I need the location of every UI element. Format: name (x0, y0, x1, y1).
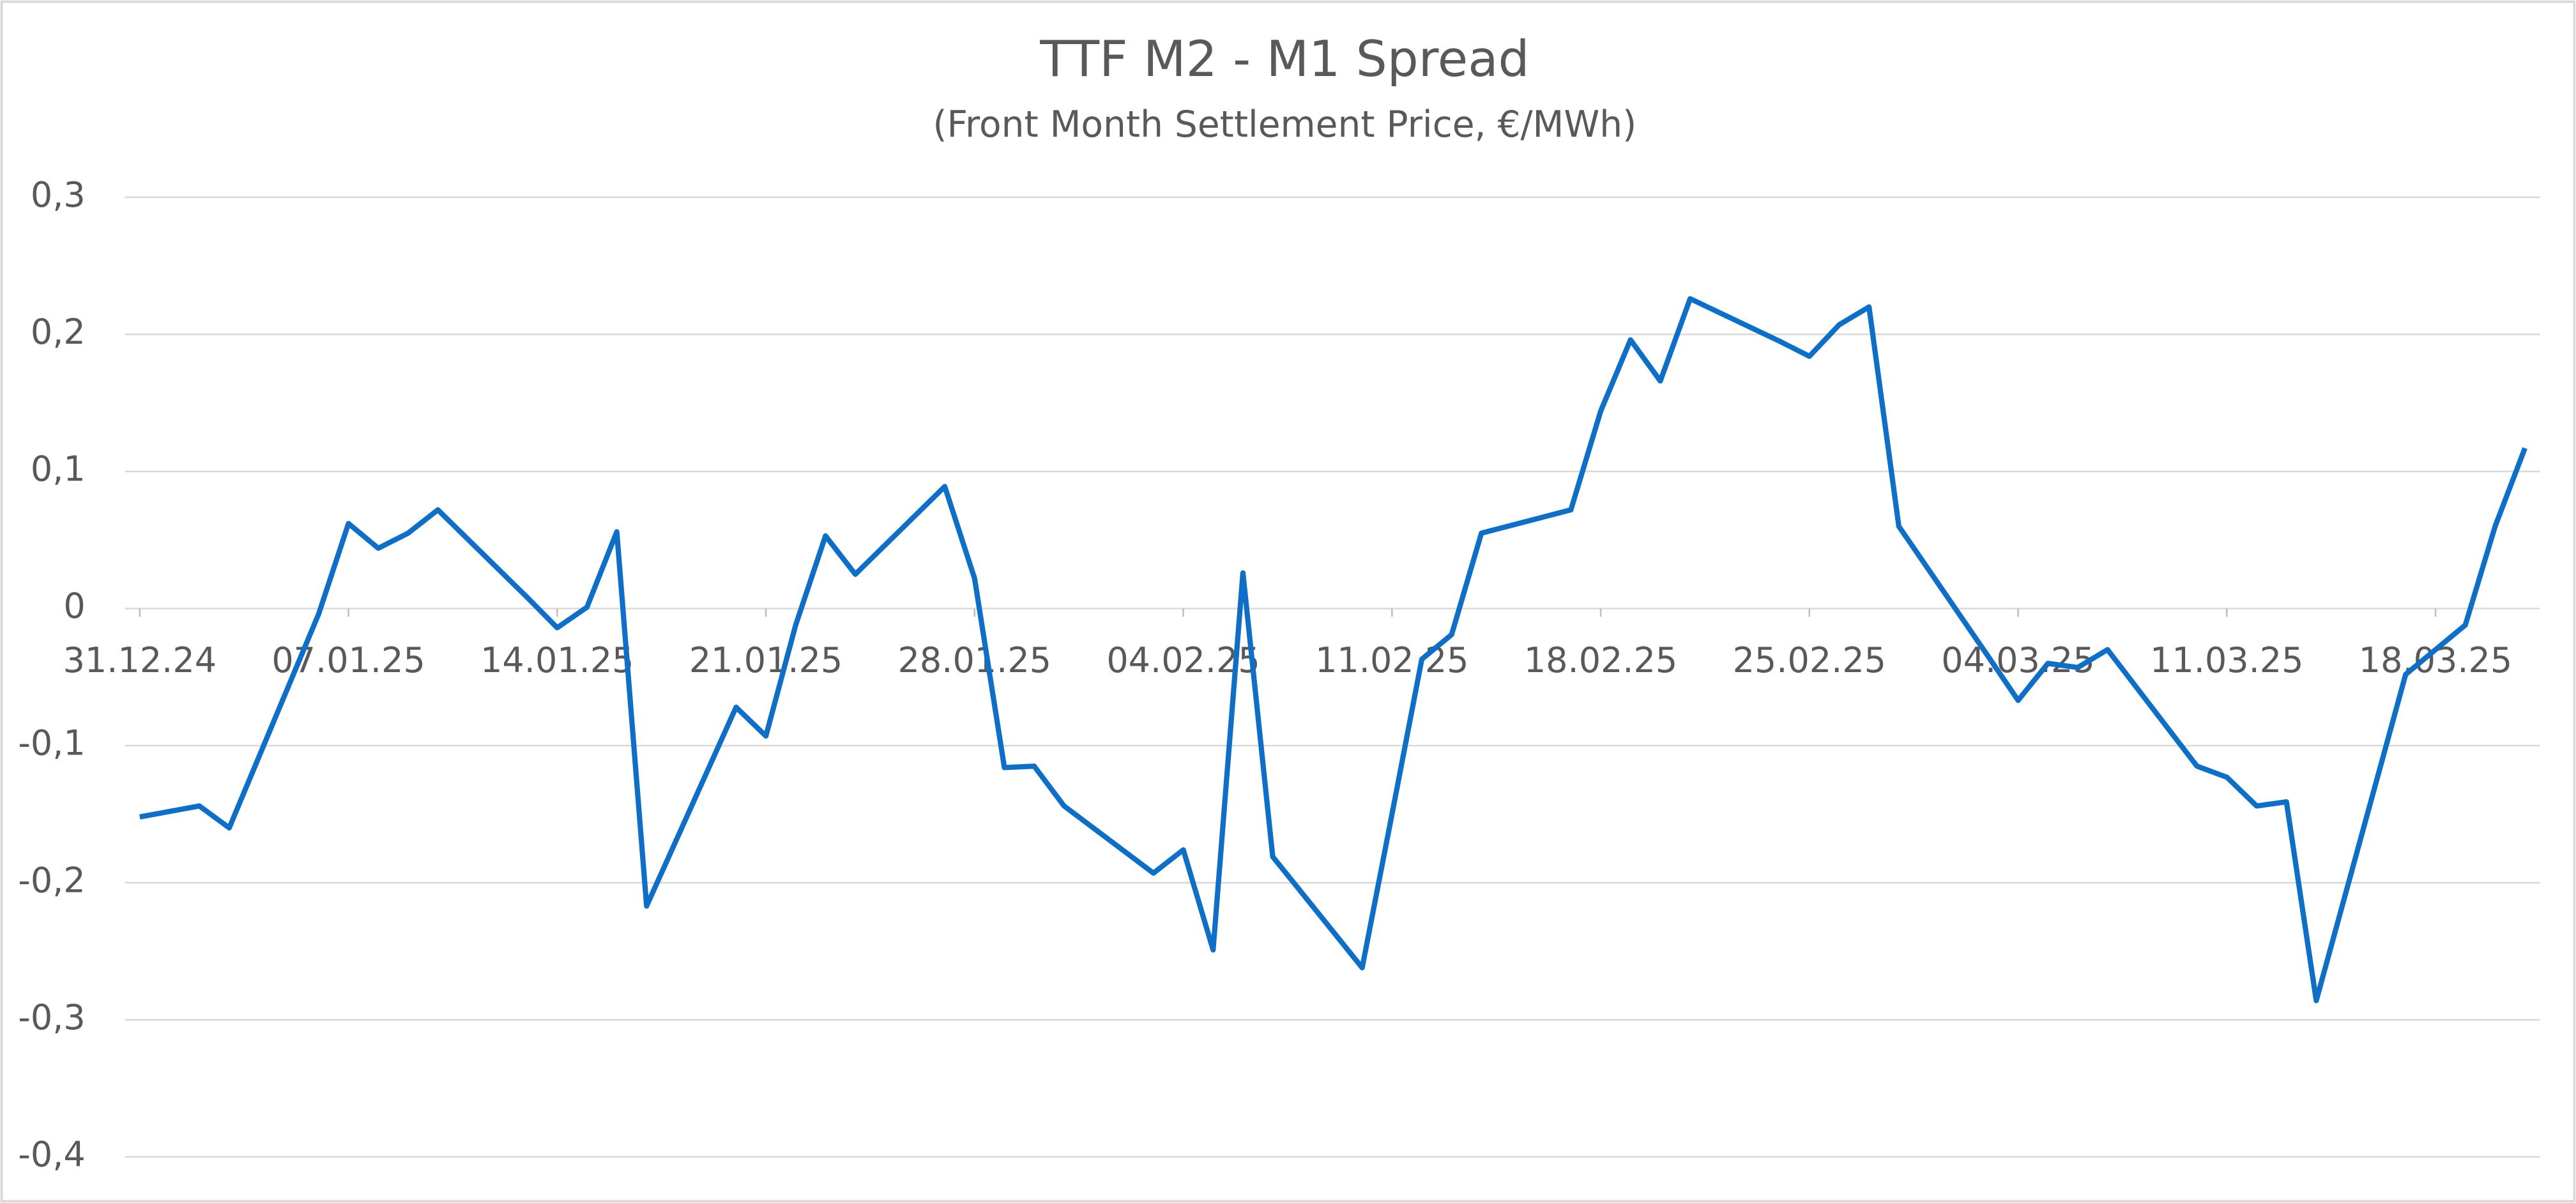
y-tick-label: -0,2 (18, 860, 85, 900)
y-tick-label: 0,3 (31, 174, 86, 215)
x-tick-label: 25.02.25 (1733, 640, 1886, 680)
y-tick-label: -0,4 (18, 1134, 85, 1174)
x-tick-label: 31.12.24 (63, 640, 217, 680)
x-tick-label: 14.01.25 (480, 640, 634, 680)
x-tick-label: 04.03.25 (1941, 640, 2094, 680)
y-tick-label: 0,2 (31, 312, 86, 352)
y-tick-label: -0,3 (18, 997, 85, 1038)
x-tick-label: 11.03.25 (2150, 640, 2303, 680)
y-tick-label: -0,1 (18, 723, 85, 763)
y-tick-label: 0 (63, 586, 85, 626)
x-tick-label: 21.01.25 (689, 640, 842, 680)
chart-title: TTF M2 - M1 Spread (1039, 31, 1529, 88)
x-tick-label: 11.02.25 (1315, 640, 1468, 680)
x-tick-label: 18.03.25 (2359, 640, 2512, 680)
series-line (139, 296, 2527, 1004)
x-tick-label: 18.02.25 (1524, 640, 1677, 680)
x-tick-label: 28.01.25 (898, 640, 1051, 680)
y-tick-label: 0,1 (31, 449, 86, 489)
chart-subtitle: (Front Month Settlement Price, €/MWh) (933, 103, 1636, 146)
